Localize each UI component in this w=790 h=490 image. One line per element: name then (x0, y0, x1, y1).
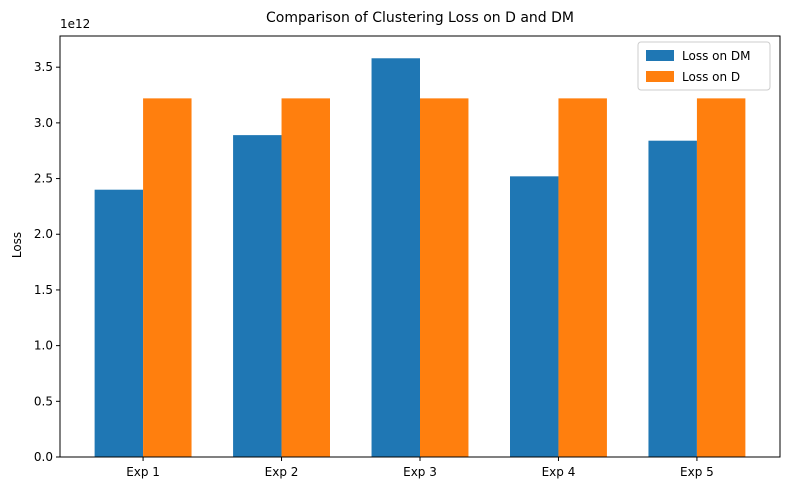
chart-title: Comparison of Clustering Loss on D and D… (266, 10, 574, 26)
y-tick-label: 1.0 (34, 339, 53, 353)
y-tick-label: 3.5 (34, 60, 53, 74)
y-scale-label: 1e12 (60, 17, 90, 31)
bar-loss-on-dm-exp-2 (233, 135, 282, 458)
legend-label: Loss on D (682, 70, 740, 84)
plot-frame (59, 35, 781, 458)
bar-loss-on-d-exp-1 (143, 98, 192, 458)
bar-loss-on-d-exp-4 (558, 98, 607, 458)
bar-loss-on-dm-exp-4 (510, 176, 559, 458)
y-tick-label: 0.0 (34, 450, 53, 464)
legend-swatch (646, 71, 674, 82)
bar-loss-on-d-exp-5 (696, 98, 746, 458)
y-axis: 0.0 0.5 1.0 1.5 2.0 2.5 3.0 3.5 (34, 60, 60, 464)
legend-label: Loss on DM (682, 49, 751, 63)
y-tick-label: 3.0 (34, 116, 53, 130)
bar-loss-on-d-exp-2 (281, 98, 330, 458)
bar-loss-on-dm-exp-1 (94, 189, 144, 457)
legend: Loss on DM Loss on D (637, 41, 771, 91)
bar-loss-on-dm-exp-5 (648, 140, 697, 457)
x-tick-label: Exp 4 (542, 465, 576, 479)
bar-loss-on-d-exp-3 (420, 98, 469, 458)
y-tick-label: 1.5 (34, 283, 53, 297)
bar-loss-on-dm-exp-3 (371, 58, 420, 457)
x-tick-label: Exp 2 (265, 465, 299, 479)
x-tick-label: Exp 3 (403, 465, 437, 479)
y-tick-label: 0.5 (34, 394, 53, 408)
bars-group (94, 58, 746, 458)
y-axis-label: Loss (10, 232, 24, 258)
x-axis: Exp 1 Exp 2 Exp 3 Exp 4 Exp 5 (126, 457, 714, 479)
y-tick-label: 2.5 (34, 172, 53, 186)
x-tick-label: Exp 5 (680, 465, 714, 479)
y-tick-label: 2.0 (34, 227, 53, 241)
x-tick-label: Exp 1 (126, 465, 160, 479)
legend-swatch (646, 50, 674, 61)
